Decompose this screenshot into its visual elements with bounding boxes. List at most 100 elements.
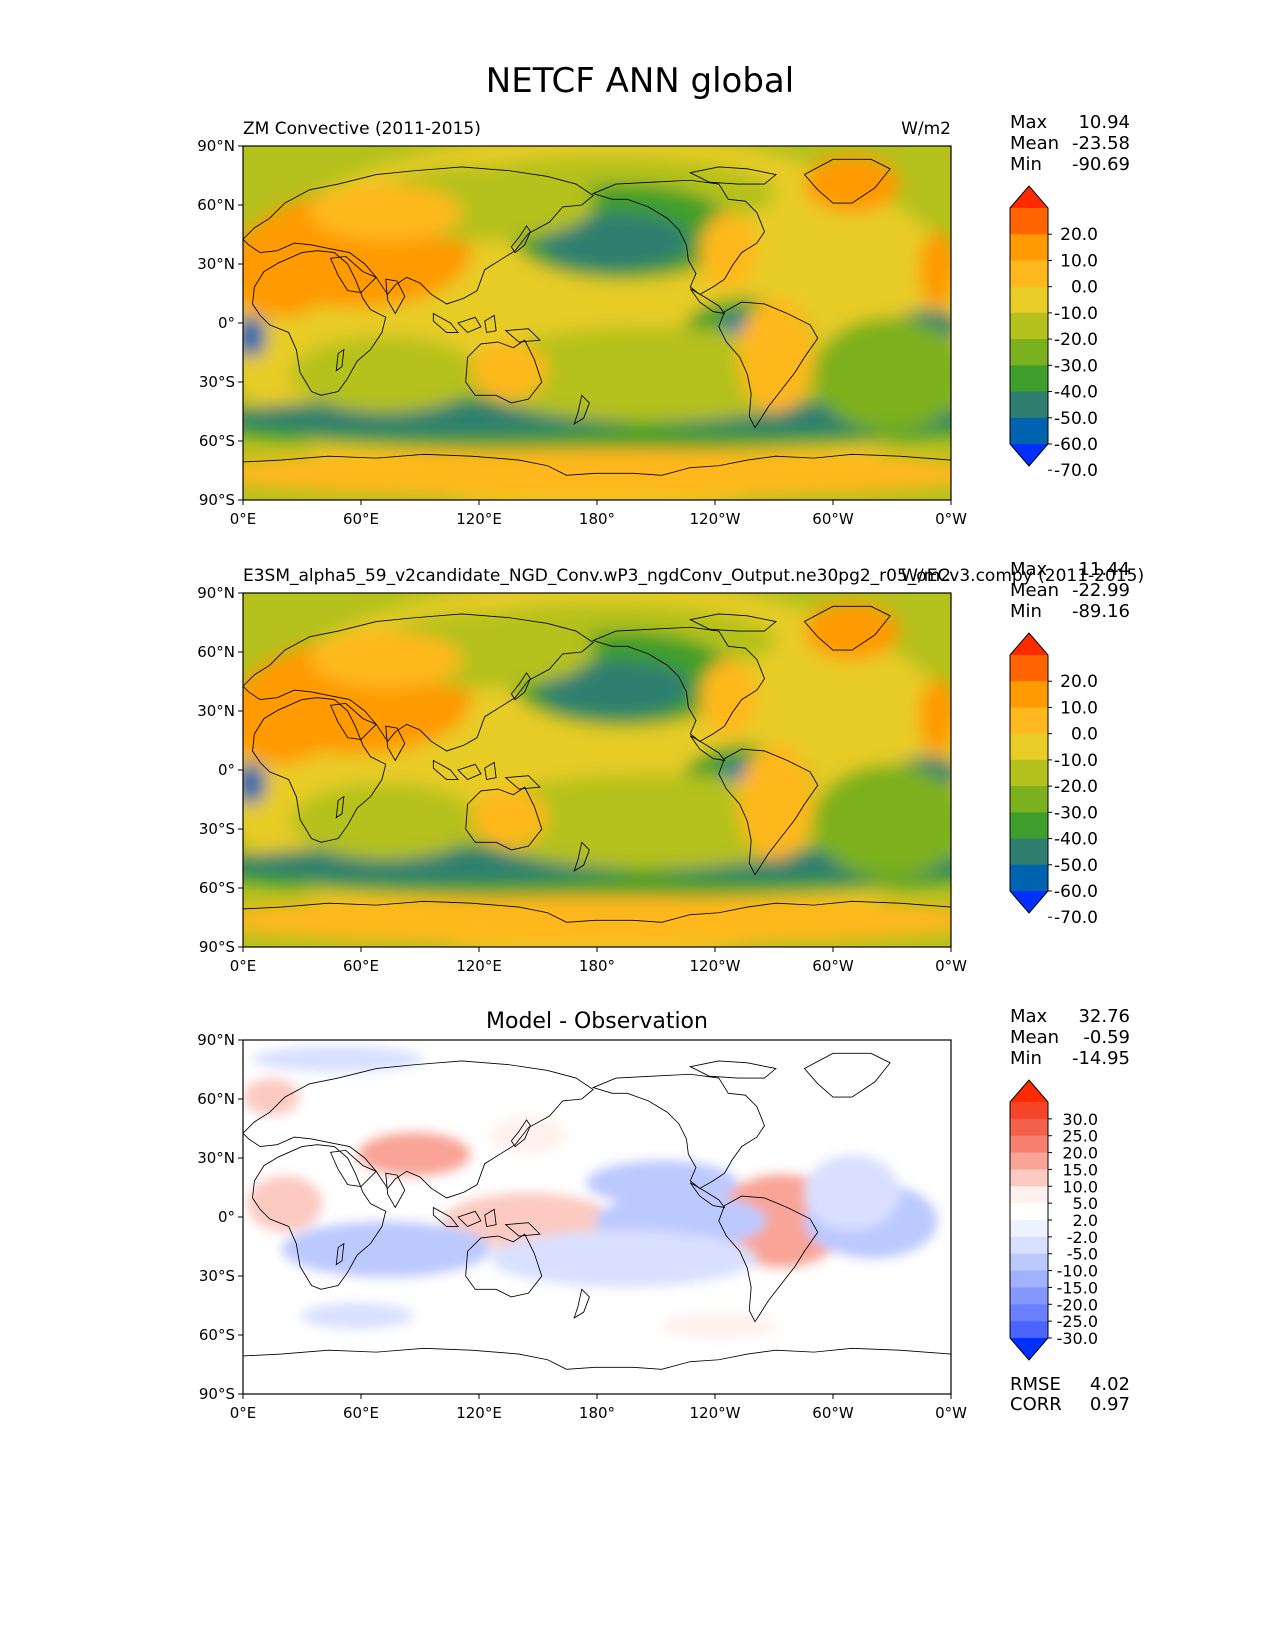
lat-tick-label: 90°S — [199, 1385, 235, 1403]
colorbar-tick-label: -10.0 — [1054, 751, 1098, 771]
colorbar-tick-label: -20.0 — [1054, 330, 1098, 350]
colorbar-tick-label: 20.0 — [1062, 1144, 1098, 1163]
colorbar-tick-label: -5.0 — [1067, 1245, 1098, 1264]
lat-tick-label: 30°S — [199, 820, 235, 838]
stat-min-value: -90.69 — [1072, 154, 1130, 175]
panel-units: W/m2 — [901, 119, 951, 139]
lat-tick-label: 30°N — [197, 1149, 235, 1167]
colorbar: 20.0 10.0 0.0 -10.0 -20.0 -30.0 -40.0 -50.0 -60.… — [1009, 632, 1098, 928]
colorbar-tick-label: -30.0 — [1054, 356, 1098, 376]
colorbar-tick-label: -40.0 — [1054, 383, 1098, 403]
colorbar-tick-label: -70.0 — [1054, 461, 1098, 481]
colorbar-tick-label: -10.0 — [1057, 1262, 1098, 1281]
colorbar-tick-label: -30.0 — [1057, 1329, 1098, 1348]
colorbar-tick-label: -60.0 — [1054, 435, 1098, 455]
map-panel-2: E3SM_alpha5_59_v2candidate_NGD_Conv.wP3_… — [197, 559, 1144, 975]
colorbar-tick-label: 30.0 — [1062, 1110, 1098, 1129]
lon-tick-label: 0°W — [935, 957, 967, 975]
lat-tick-label: 60°S — [199, 879, 235, 897]
stat-mean-label: Mean — [1010, 133, 1059, 154]
lon-tick-label: 120°E — [456, 510, 502, 528]
colorbar-tick-label: -10.0 — [1054, 304, 1098, 324]
colorbar-tick-label: 5.0 — [1073, 1194, 1098, 1213]
map-panel-3: Model - Observation 90°N 60°N 30°N 0° 30°S 60°… — [197, 1006, 1130, 1422]
colorbar-tick-label: -20.0 — [1057, 1295, 1098, 1314]
colorbar-tick-label: -30.0 — [1054, 803, 1098, 823]
stat-max-label: Max — [1010, 559, 1048, 580]
colorbar-tick-label: -50.0 — [1054, 409, 1098, 429]
lat-tick-label: 90°S — [199, 938, 235, 956]
colorbar-tick-label: 10.0 — [1062, 1177, 1098, 1196]
corr-value: 0.97 — [1090, 1394, 1130, 1415]
lon-tick-label: 60°W — [812, 957, 854, 975]
colorbar-tick-label: -50.0 — [1054, 856, 1098, 876]
lon-tick-label: 0°E — [230, 957, 257, 975]
stat-max-value: 10.94 — [1078, 112, 1130, 133]
stat-min-label: Min — [1010, 1048, 1042, 1069]
colorbar-tick-label: -20.0 — [1054, 777, 1098, 797]
lat-tick-label: 0° — [218, 761, 235, 779]
lat-tick-label: 90°N — [197, 584, 235, 602]
stat-mean-value: -0.59 — [1083, 1027, 1130, 1048]
colorbar-tick-label: -15.0 — [1057, 1278, 1098, 1297]
map-field — [243, 1040, 952, 1394]
lat-tick-label: 0° — [218, 1208, 235, 1226]
lat-tick-label: 90°N — [197, 1031, 235, 1049]
lat-tick-label: 30°N — [197, 255, 235, 273]
colorbar-tick-label: 25.0 — [1062, 1127, 1098, 1146]
lat-tick-label: 30°N — [197, 702, 235, 720]
stat-max-label: Max — [1010, 112, 1048, 133]
map-panel-1: ZM Convective (2011-2015) W/m2 90°N 60°N 30°… — [197, 112, 1130, 528]
colorbar-tick-label: 20.0 — [1060, 672, 1098, 692]
colorbar-tick-label: -40.0 — [1054, 830, 1098, 850]
map-field — [243, 593, 952, 948]
stat-min-value: -14.95 — [1072, 1048, 1130, 1069]
lat-tick-label: 60°N — [197, 643, 235, 661]
stat-min-label: Min — [1010, 154, 1042, 175]
stat-min-label: Min — [1010, 601, 1042, 622]
lat-tick-label: 30°S — [199, 373, 235, 391]
colorbar-tick-label: 2.0 — [1073, 1211, 1098, 1230]
lon-tick-label: 120°E — [456, 957, 502, 975]
lon-tick-label: 0°W — [935, 510, 967, 528]
stat-max-value: 11.44 — [1078, 559, 1130, 580]
lat-tick-label: 60°N — [197, 1090, 235, 1108]
lon-tick-label: 0°E — [230, 1404, 257, 1422]
lat-tick-label: 60°S — [199, 1326, 235, 1344]
colorbar-tick-label: 15.0 — [1062, 1160, 1098, 1179]
colorbar-tick-label: 0.0 — [1071, 278, 1098, 298]
colorbar: 30.025.020.015.010.05.02.0-2.0-5.0-10.0-… — [1009, 1079, 1098, 1361]
figure-title: NETCF ANN global — [486, 61, 794, 101]
panels: ZM Convective (2011-2015) W/m2 90°N 60°N 30°… — [197, 112, 1144, 1422]
colorbar-tick-label: 10.0 — [1060, 698, 1098, 718]
lon-tick-label: 60°W — [812, 510, 854, 528]
lat-tick-label: 60°S — [199, 432, 235, 450]
rmse-value: 4.02 — [1090, 1374, 1130, 1395]
colorbar: 20.0 10.0 0.0 -10.0 -20.0 -30.0 -40.0 -50.0 -60.… — [1009, 185, 1098, 481]
stat-max-value: 32.76 — [1078, 1006, 1130, 1027]
panel-title-left: ZM Convective (2011-2015) — [243, 119, 481, 139]
colorbar-tick-label: -2.0 — [1067, 1228, 1098, 1247]
lon-tick-label: 0°E — [230, 510, 257, 528]
lon-tick-label: 180° — [579, 1404, 615, 1422]
lon-tick-label: 60°E — [343, 957, 379, 975]
corr-label: CORR — [1010, 1394, 1062, 1415]
stat-max-label: Max — [1010, 1006, 1048, 1027]
lat-tick-label: 30°S — [199, 1267, 235, 1285]
lon-tick-label: 120°E — [456, 1404, 502, 1422]
colorbar-tick-label: -25.0 — [1057, 1312, 1098, 1331]
lat-tick-label: 90°S — [199, 491, 235, 509]
lon-tick-label: 60°E — [343, 510, 379, 528]
stat-mean-label: Mean — [1010, 580, 1059, 601]
lat-tick-label: 0° — [218, 314, 235, 332]
lon-tick-label: 60°W — [812, 1404, 854, 1422]
panel-title: Model - Observation — [486, 1009, 708, 1034]
colorbar-tick-label: 20.0 — [1060, 225, 1098, 245]
colorbar-tick-label: -70.0 — [1054, 908, 1098, 928]
panel-units: W/m2 — [901, 566, 951, 586]
lon-tick-label: 60°E — [343, 1404, 379, 1422]
colorbar-tick-label: -60.0 — [1054, 882, 1098, 902]
lon-tick-label: 180° — [579, 957, 615, 975]
colorbar-tick-label: 0.0 — [1071, 725, 1098, 745]
